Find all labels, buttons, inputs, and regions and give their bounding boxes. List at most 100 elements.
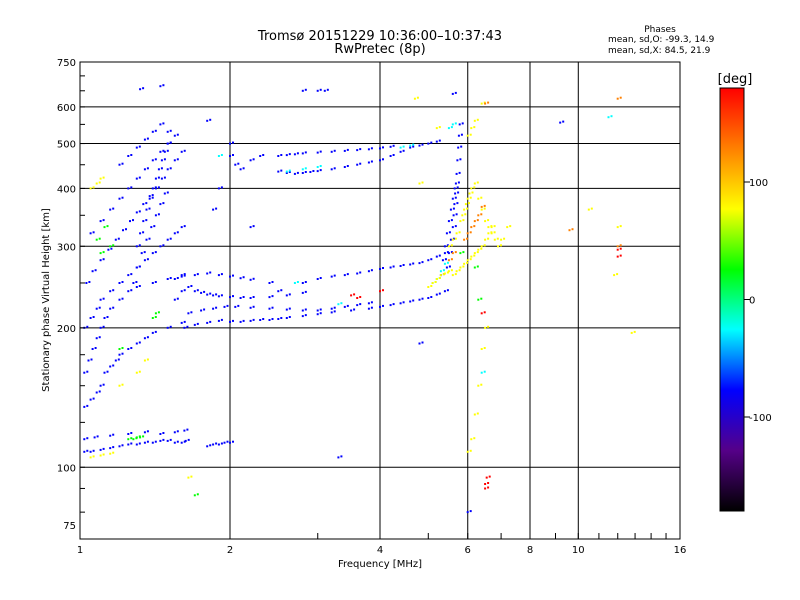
data-point bbox=[92, 316, 95, 318]
data-point bbox=[220, 154, 223, 156]
data-point bbox=[470, 226, 473, 229]
x-axis: 1 2 4 6 8 10 16 bbox=[77, 533, 686, 556]
y-axis: 75 100 200 300 400 500 600 750 bbox=[57, 58, 85, 532]
stats-x-mode: mean, sd,X: 84.5, 21.9 bbox=[608, 46, 711, 56]
y-tick-label: 75 bbox=[63, 521, 76, 532]
data-point bbox=[183, 274, 186, 277]
data-point bbox=[466, 237, 469, 240]
data-point bbox=[559, 121, 562, 124]
data-point bbox=[229, 320, 231, 323]
data-point bbox=[138, 244, 141, 247]
data-point bbox=[483, 204, 486, 207]
data-point bbox=[280, 289, 283, 292]
data-point bbox=[99, 220, 102, 223]
data-point bbox=[484, 220, 487, 223]
data-point bbox=[301, 172, 304, 174]
data-point bbox=[154, 158, 157, 161]
data-point bbox=[466, 197, 469, 200]
data-point bbox=[457, 181, 460, 184]
data-point bbox=[217, 295, 220, 298]
data-point bbox=[91, 348, 94, 350]
data-point bbox=[435, 127, 438, 130]
data-point bbox=[430, 258, 433, 261]
data-point bbox=[209, 271, 212, 274]
data-point bbox=[215, 293, 218, 296]
data-point bbox=[102, 383, 105, 386]
data-point bbox=[458, 231, 461, 234]
data-point bbox=[319, 277, 322, 279]
data-point bbox=[454, 225, 457, 228]
data-point bbox=[293, 172, 296, 175]
data-point bbox=[477, 298, 480, 301]
data-point bbox=[469, 258, 472, 261]
data-point bbox=[99, 448, 102, 451]
data-point bbox=[268, 319, 271, 321]
data-point bbox=[151, 194, 154, 197]
data-point bbox=[445, 232, 448, 235]
data-point bbox=[427, 142, 430, 145]
data-point bbox=[109, 452, 112, 455]
data-point bbox=[99, 298, 102, 301]
data-point bbox=[112, 451, 115, 454]
data-point bbox=[232, 141, 234, 144]
data-point bbox=[166, 278, 169, 280]
data-point bbox=[118, 197, 121, 200]
data-point bbox=[145, 238, 148, 241]
data-point bbox=[337, 456, 340, 459]
data-point bbox=[439, 270, 442, 273]
data-point bbox=[487, 482, 490, 484]
data-point bbox=[193, 274, 196, 277]
data-point bbox=[159, 245, 162, 248]
data-point bbox=[102, 176, 105, 179]
data-point bbox=[169, 141, 172, 144]
data-point bbox=[453, 203, 456, 206]
data-point bbox=[493, 225, 496, 228]
data-point bbox=[159, 439, 162, 442]
data-point bbox=[94, 347, 97, 349]
data-point bbox=[454, 273, 457, 276]
data-point bbox=[262, 154, 265, 156]
data-point bbox=[562, 120, 565, 123]
data-point bbox=[130, 186, 133, 189]
data-point bbox=[454, 122, 457, 125]
data-point bbox=[146, 440, 149, 443]
data-point bbox=[506, 226, 509, 229]
data-point bbox=[309, 171, 312, 173]
data-point bbox=[135, 266, 138, 269]
data-point bbox=[392, 154, 395, 156]
data-point bbox=[454, 196, 457, 199]
data-point bbox=[118, 348, 121, 350]
data-point bbox=[301, 309, 304, 312]
data-point bbox=[356, 272, 359, 275]
data-point bbox=[249, 278, 252, 281]
data-point bbox=[176, 430, 179, 433]
data-point bbox=[146, 258, 149, 261]
data-point bbox=[337, 303, 340, 306]
data-point bbox=[454, 182, 457, 185]
data-point bbox=[412, 299, 415, 302]
data-point bbox=[456, 186, 459, 189]
data-point bbox=[154, 251, 157, 254]
data-point bbox=[304, 88, 307, 91]
data-point bbox=[304, 171, 307, 173]
data-point bbox=[445, 266, 448, 269]
data-point bbox=[446, 289, 449, 292]
data-point bbox=[370, 147, 373, 150]
y-axis-label: Stationary phase Virtual Height [km] bbox=[41, 208, 52, 392]
data-point bbox=[464, 203, 467, 206]
data-point bbox=[304, 290, 307, 293]
data-point bbox=[382, 289, 384, 292]
data-point bbox=[173, 134, 176, 137]
data-point bbox=[217, 187, 220, 190]
data-point bbox=[455, 213, 458, 216]
data-point bbox=[242, 167, 245, 170]
data-point bbox=[220, 318, 223, 321]
data-point bbox=[121, 281, 124, 283]
data-point bbox=[446, 271, 449, 274]
data-point bbox=[223, 441, 226, 444]
data-point bbox=[109, 447, 112, 450]
data-point bbox=[138, 370, 141, 373]
data-point bbox=[103, 371, 106, 374]
data-point bbox=[99, 326, 102, 329]
data-point bbox=[86, 325, 89, 328]
